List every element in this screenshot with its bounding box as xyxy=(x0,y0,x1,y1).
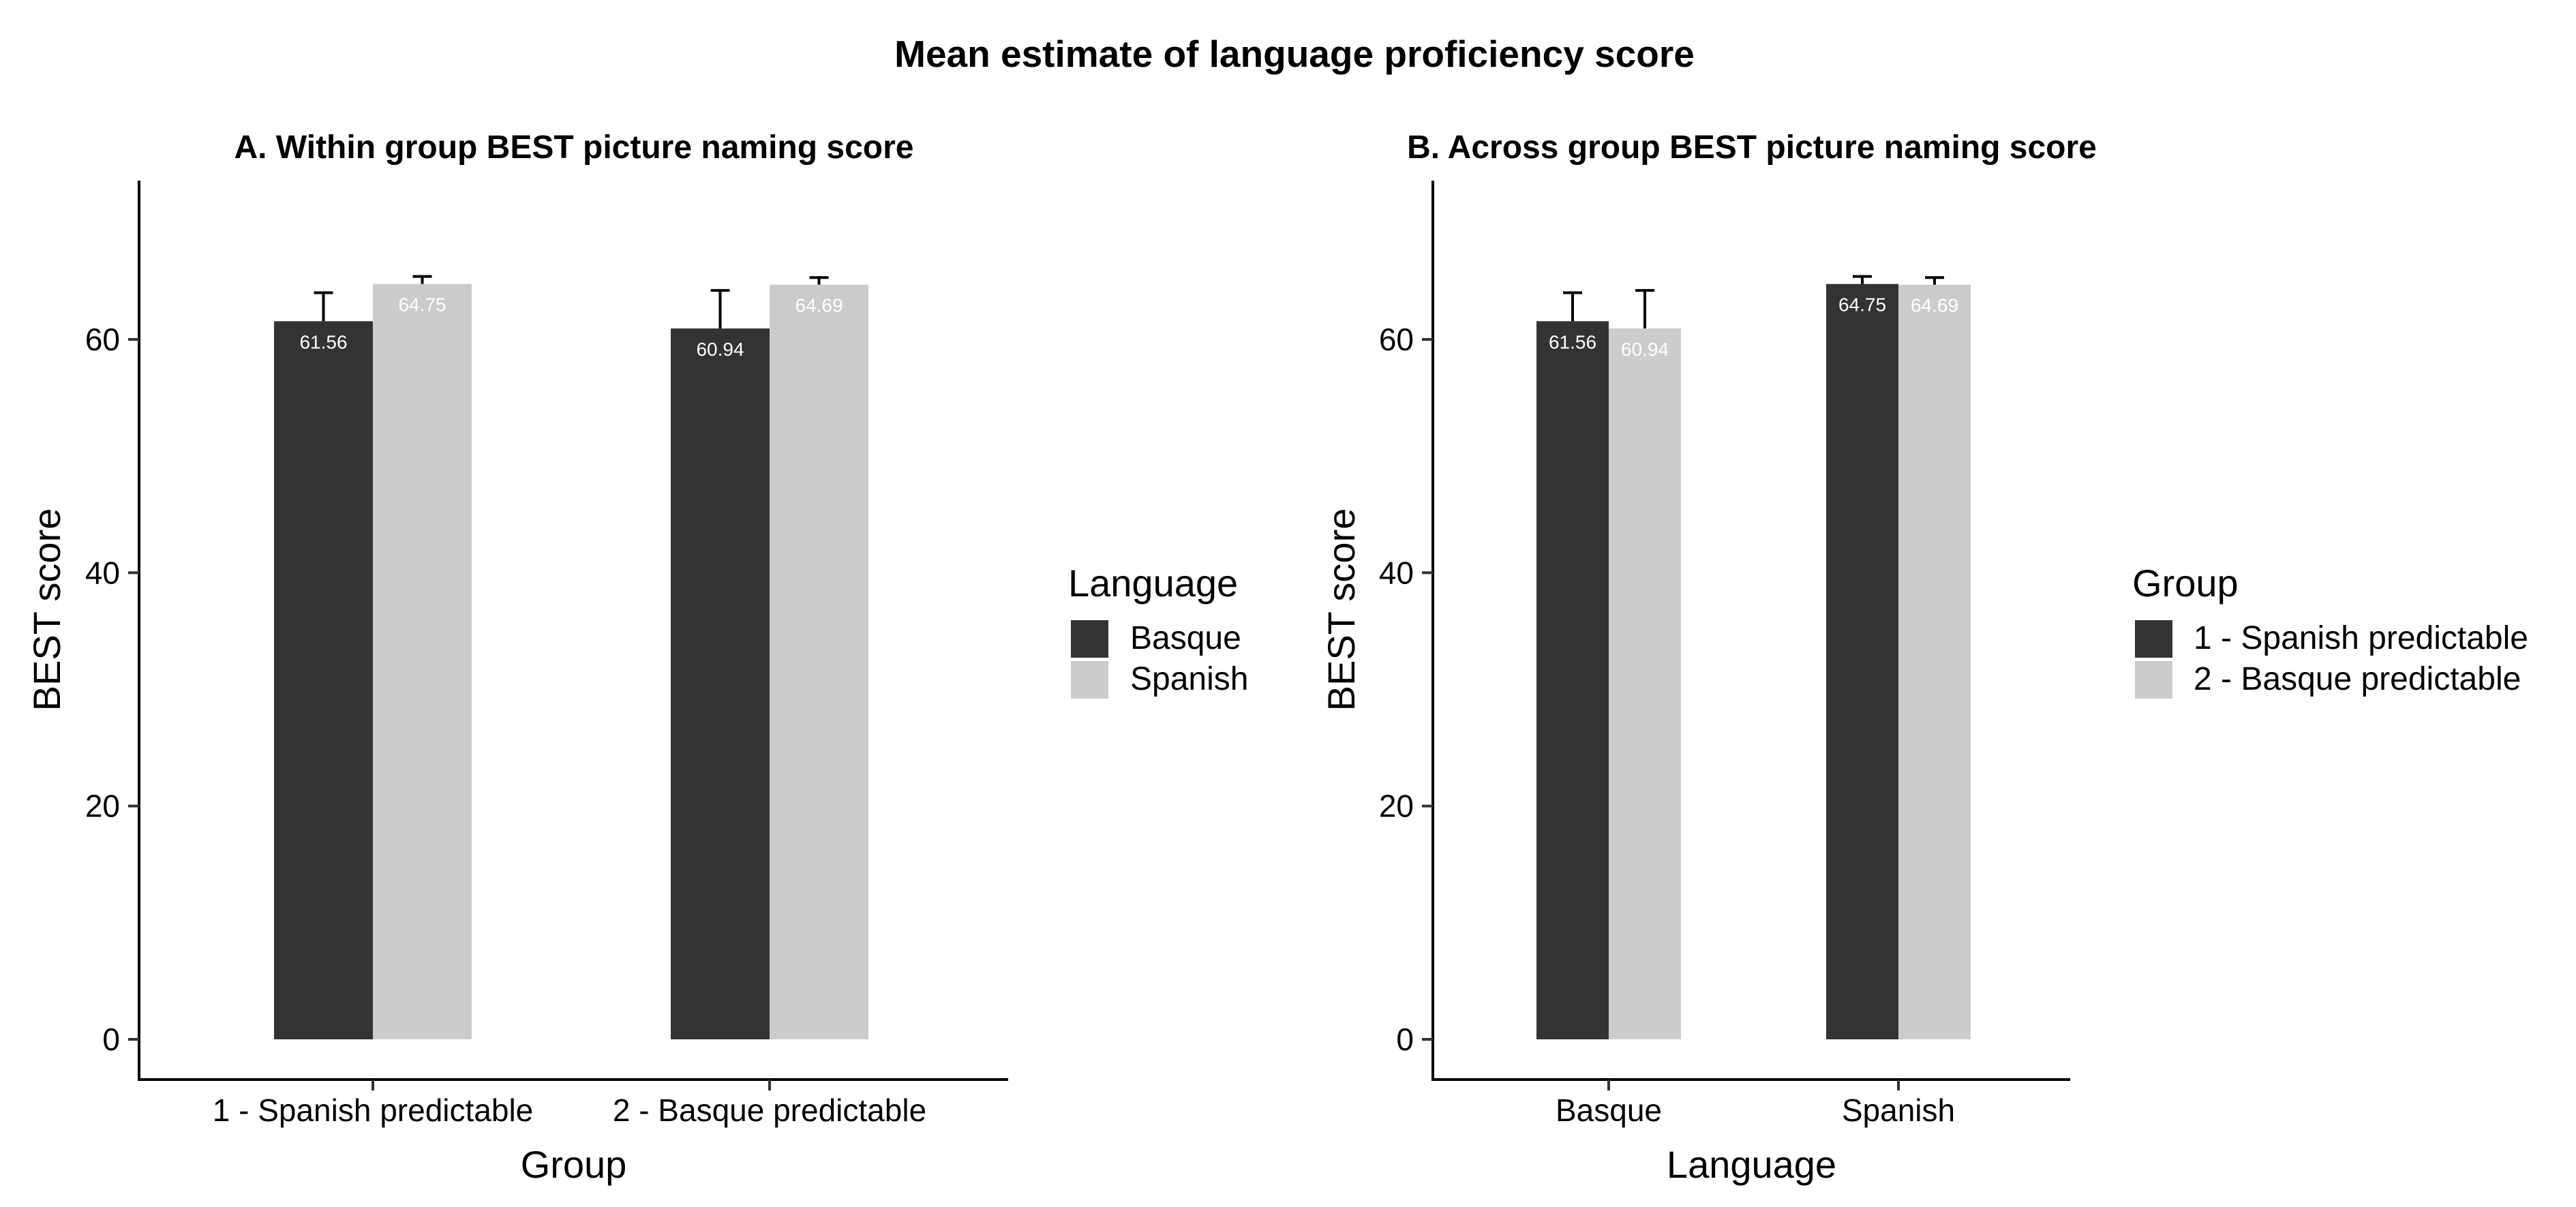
bar-light xyxy=(770,284,868,1039)
legend-title: Group xyxy=(2132,562,2239,605)
data-label: 61.56 xyxy=(299,331,347,352)
bar-dark xyxy=(274,321,373,1040)
panel-title: B. Across group BEST picture naming scor… xyxy=(1407,129,2097,166)
y-axis-title: BEST score xyxy=(1320,508,1363,712)
legend-swatch xyxy=(1071,661,1108,699)
x-axis-title: Group xyxy=(521,1143,627,1186)
y-tick-label: 60 xyxy=(85,322,120,357)
x-tick-label: 2 - Basque predictable xyxy=(613,1093,926,1128)
y-axis-title: BEST score xyxy=(25,508,68,712)
y-tick-label: 20 xyxy=(85,789,120,824)
chart-panel-b: B. Across group BEST picture naming scor… xyxy=(1320,129,2528,1186)
y-tick-label: 40 xyxy=(85,555,120,590)
legend-label: Spanish xyxy=(1130,661,1248,697)
legend-label: 1 - Spanish predictable xyxy=(2194,620,2528,656)
figure-title: Mean estimate of language proficiency sc… xyxy=(894,33,1695,75)
bar-dark xyxy=(671,328,770,1039)
data-label: 64.75 xyxy=(398,294,446,316)
data-label: 60.94 xyxy=(1621,339,1669,360)
data-label: 64.69 xyxy=(1911,295,1958,316)
chart-panel-a: A. Within group BEST picture naming scor… xyxy=(25,129,1248,1186)
bar-dark xyxy=(1536,321,1609,1040)
data-label: 64.75 xyxy=(1838,294,1886,316)
panels-group: A. Within group BEST picture naming scor… xyxy=(25,129,2528,1186)
y-tick-label: 0 xyxy=(1396,1022,1414,1057)
y-tick-label: 20 xyxy=(1379,789,1414,824)
y-tick-label: 0 xyxy=(102,1022,120,1057)
bar-light xyxy=(373,284,472,1040)
x-tick-label: Spanish xyxy=(1842,1093,1955,1128)
panel-title: A. Within group BEST picture naming scor… xyxy=(234,129,914,166)
legend-swatch xyxy=(2135,661,2172,699)
x-tick-label: Basque xyxy=(1556,1093,1662,1128)
x-tick-label: 1 - Spanish predictable xyxy=(213,1093,534,1128)
x-axis-title: Language xyxy=(1667,1143,1836,1186)
y-tick-label: 60 xyxy=(1379,322,1414,357)
legend-swatch xyxy=(2135,620,2172,658)
legend-title: Language xyxy=(1068,562,1238,605)
y-tick-label: 40 xyxy=(1379,555,1414,590)
data-label: 60.94 xyxy=(696,339,744,360)
bar-dark xyxy=(1826,284,1898,1040)
data-label: 64.69 xyxy=(795,295,843,316)
legend-swatch xyxy=(1071,620,1108,658)
legend-label: Basque xyxy=(1130,620,1241,656)
data-label: 61.56 xyxy=(1549,331,1596,352)
bar-light xyxy=(1609,328,1681,1039)
legend-label: 2 - Basque predictable xyxy=(2194,661,2521,697)
bar-light xyxy=(1898,284,1971,1039)
